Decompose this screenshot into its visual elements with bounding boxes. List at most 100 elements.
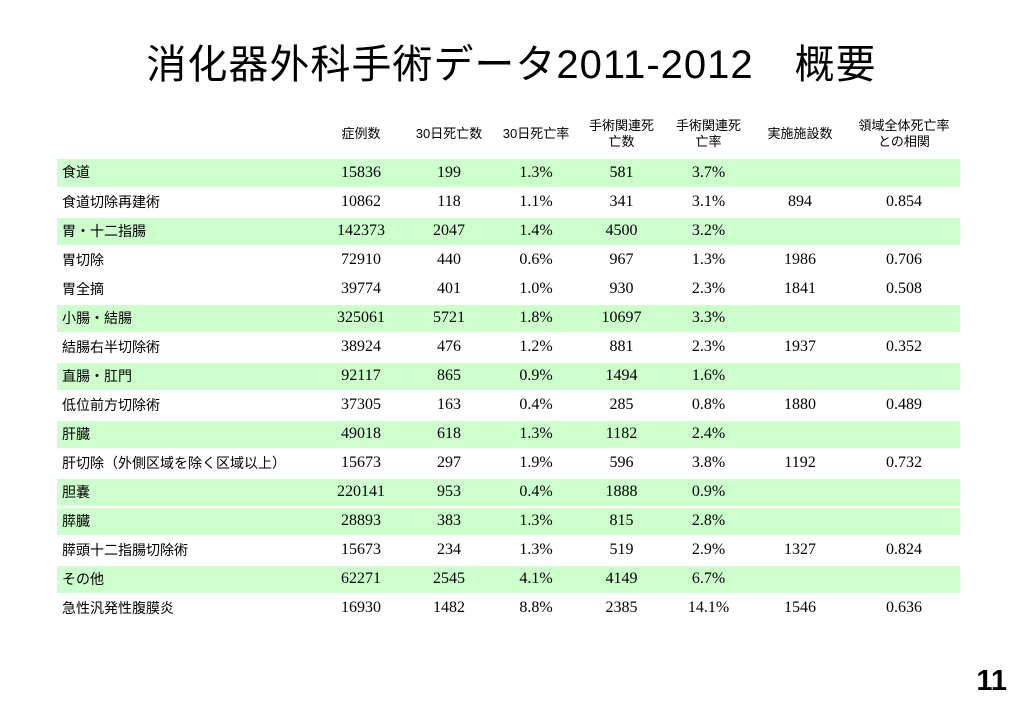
row-label: 肝臓 — [57, 419, 318, 450]
column-header-5: 実施施設数 — [767, 126, 833, 142]
column-header-2: 30日死亡率 — [502, 126, 570, 142]
data-cell: 476 — [404, 332, 494, 363]
data-cell: 401 — [404, 274, 494, 305]
data-cell: 1841 — [752, 274, 848, 305]
data-cell: 953 — [404, 477, 494, 508]
data-cell: 0.6% — [494, 245, 578, 276]
data-cell: 1986 — [752, 245, 848, 276]
data-cell: 2.8% — [665, 506, 752, 537]
data-cell: 3.2% — [665, 216, 752, 247]
row-label-header — [57, 116, 318, 159]
data-cell: 39774 — [318, 274, 404, 305]
data-cell: 8.8% — [494, 593, 578, 624]
data-cell: 1.9% — [494, 448, 578, 479]
column-header-6: 領域全体死亡率 との相関 — [858, 118, 950, 150]
data-cell: 1.3% — [665, 245, 752, 276]
row-label: 食道 — [57, 158, 318, 189]
data-cell: 3.8% — [665, 448, 752, 479]
data-cell: 118 — [404, 187, 494, 218]
data-cell — [752, 158, 848, 189]
data-cell: 1.3% — [494, 419, 578, 450]
data-cell: 4.1% — [494, 564, 578, 595]
data-cell: 0.732 — [848, 448, 960, 479]
data-cell: 0.4% — [494, 477, 578, 508]
data-cell: 0.4% — [494, 390, 578, 421]
data-cell: 3.3% — [665, 303, 752, 334]
data-cell: 2.3% — [665, 332, 752, 363]
data-cell: 4500 — [578, 216, 665, 247]
data-cell — [752, 361, 848, 392]
data-cell: 1192 — [752, 448, 848, 479]
row-label: 直腸・肛門 — [57, 361, 318, 392]
data-cell: 38924 — [318, 332, 404, 363]
row-label: 膵臓 — [57, 506, 318, 537]
column-header-0: 症例数 — [341, 126, 381, 142]
data-cell — [848, 216, 960, 247]
row-label: 膵頭十二指腸切除術 — [57, 535, 318, 566]
data-cell: 1937 — [752, 332, 848, 363]
row-label: 胃全摘 — [57, 274, 318, 305]
data-cell — [752, 564, 848, 595]
data-cell: 967 — [578, 245, 665, 276]
data-cell: 3.7% — [665, 158, 752, 189]
data-cell — [848, 361, 960, 392]
data-cell: 297 — [404, 448, 494, 479]
data-cell: 1.1% — [494, 187, 578, 218]
data-cell — [752, 303, 848, 334]
table-header-row: 症例数 30日死亡数 30日死亡率 手術関連死 亡数 手術関連死 亡率 実施施設数 領域全体… — [57, 116, 960, 159]
table-row: 食道 15836 199 1.3% 581 3.7% — [57, 158, 960, 189]
row-label: 胃切除 — [57, 245, 318, 276]
data-cell — [752, 477, 848, 508]
data-cell: 10862 — [318, 187, 404, 218]
data-cell: 596 — [578, 448, 665, 479]
row-label: 結腸右半切除術 — [57, 332, 318, 363]
data-cell: 1546 — [752, 593, 848, 624]
row-label: 急性汎発性腹膜炎 — [57, 593, 318, 624]
data-cell: 28893 — [318, 506, 404, 537]
table-row: 胃・十二指腸 142373 2047 1.4% 4500 3.2% — [57, 216, 960, 247]
table-row: 食道切除再建術 10862 118 1.1% 341 3.1% 894 0.854 — [57, 187, 960, 218]
data-cell: 865 — [404, 361, 494, 392]
data-cell: 0.508 — [848, 274, 960, 305]
page-number: 11 — [976, 665, 1007, 697]
table-row: 肝切除（外側区域を除く区域以上） 15673 297 1.9% 596 3.8% 1192 0… — [57, 448, 960, 479]
data-cell: 1880 — [752, 390, 848, 421]
data-cell — [848, 158, 960, 189]
page-title: 消化器外科手術データ2011-2012 概要 — [146, 43, 877, 87]
data-cell: 2545 — [404, 564, 494, 595]
data-cell: 2.3% — [665, 274, 752, 305]
table-row: 肝臓 49018 618 1.3% 1182 2.4% — [57, 419, 960, 450]
data-cell: 1.0% — [494, 274, 578, 305]
column-header-1: 30日死亡数 — [415, 126, 483, 142]
table-row: 胃切除 72910 440 0.6% 967 1.3% 1986 0.706 — [57, 245, 960, 276]
table-row: 結腸右半切除術 38924 476 1.2% 881 2.3% 1937 0.352 — [57, 332, 960, 363]
data-cell: 0.9% — [665, 477, 752, 508]
data-cell: 1.4% — [494, 216, 578, 247]
data-cell: 894 — [752, 187, 848, 218]
data-cell: 0.854 — [848, 187, 960, 218]
row-label: 胃・十二指腸 — [57, 216, 318, 247]
column-header-4: 手術関連死 亡率 — [675, 118, 741, 150]
data-cell — [752, 419, 848, 450]
data-cell: 62271 — [318, 564, 404, 595]
data-cell — [752, 506, 848, 537]
data-cell: 2.4% — [665, 419, 752, 450]
row-label: 小腸・結腸 — [57, 303, 318, 334]
data-cell: 383 — [404, 506, 494, 537]
data-cell: 14.1% — [665, 593, 752, 624]
table-row: 小腸・結腸 325061 5721 1.8% 10697 3.3% — [57, 303, 960, 334]
data-cell: 220141 — [318, 477, 404, 508]
data-cell: 1.2% — [494, 332, 578, 363]
data-cell: 0.8% — [665, 390, 752, 421]
data-cell: 92117 — [318, 361, 404, 392]
data-cell: 0.824 — [848, 535, 960, 566]
data-cell — [848, 419, 960, 450]
data-cell: 2385 — [578, 593, 665, 624]
data-cell: 37305 — [318, 390, 404, 421]
data-cell: 16930 — [318, 593, 404, 624]
table-row: 直腸・肛門 92117 865 0.9% 1494 1.6% — [57, 361, 960, 392]
data-cell: 1.3% — [494, 535, 578, 566]
table-row: 胆嚢 220141 953 0.4% 1888 0.9% — [57, 477, 960, 508]
table-row: 急性汎発性腹膜炎 16930 1482 8.8% 2385 14.1% 1546 0.636 — [57, 593, 960, 624]
